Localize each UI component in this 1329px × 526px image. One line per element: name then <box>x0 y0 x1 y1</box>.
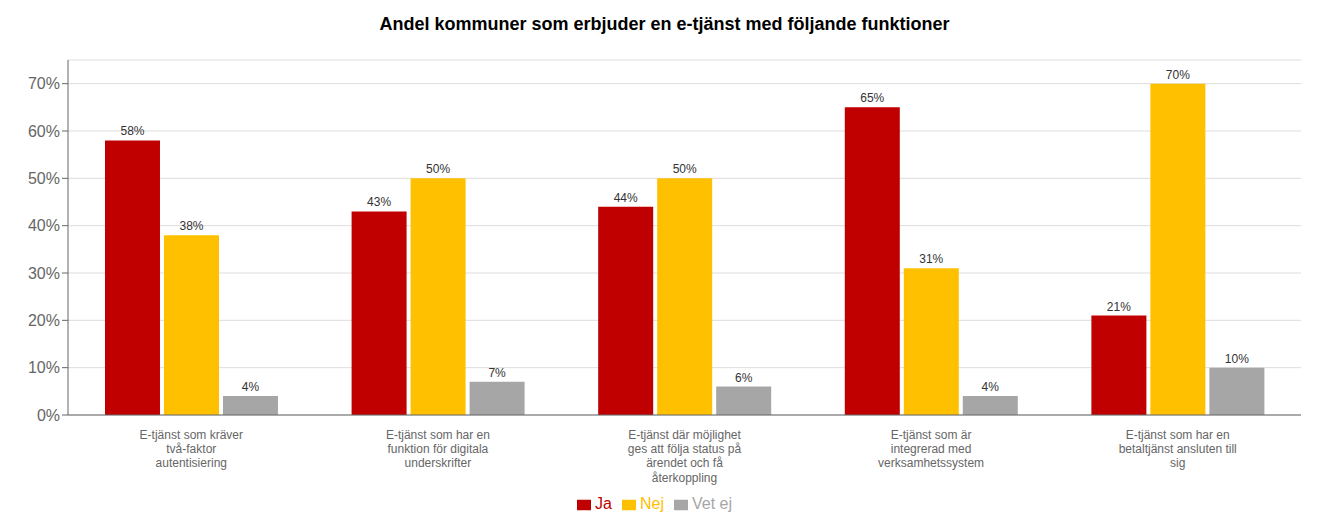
svg-text:10%: 10% <box>1225 352 1249 366</box>
svg-text:50%: 50% <box>426 162 450 176</box>
svg-text:E-tjänst som har enfunktion fö: E-tjänst som har enfunktion för digitala… <box>386 428 490 471</box>
svg-text:50%: 50% <box>28 170 60 187</box>
html-text:Nej: Nej <box>639 495 664 512</box>
svg-text:E-tjänst som har enbetaltjänst: E-tjänst som har enbetaltjänst ansluten … <box>1119 428 1237 471</box>
svg-text:E-tjänst som krävertvå-faktora: E-tjänst som krävertvå-faktorautentisier… <box>140 428 243 471</box>
svg-text:21%: 21% <box>1107 300 1131 314</box>
svg-text:31%: 31% <box>919 252 943 266</box>
svg-text:38%: 38% <box>179 219 203 233</box>
html-text:Vet ej: Vet ej <box>691 495 732 512</box>
svg-text:7%: 7% <box>488 366 506 380</box>
svg-text:30%: 30% <box>28 265 60 282</box>
svg-text:4%: 4% <box>982 380 1000 394</box>
svg-text:43%: 43% <box>367 195 391 209</box>
svg-text:6%: 6% <box>735 371 753 385</box>
svg-text:4%: 4% <box>242 380 260 394</box>
html-text:Andel kommuner som erbjuder en: Andel kommuner som erbjuder en e-tjänst … <box>379 14 950 34</box>
svg-text:60%: 60% <box>28 123 60 140</box>
svg-text:0%: 0% <box>37 407 60 424</box>
svg-text:65%: 65% <box>860 91 884 105</box>
svg-text:44%: 44% <box>614 191 638 205</box>
svg-text:58%: 58% <box>120 124 144 138</box>
svg-text:40%: 40% <box>28 217 60 234</box>
svg-text:20%: 20% <box>28 312 60 329</box>
svg-text:70%: 70% <box>1166 68 1190 82</box>
svg-text:E-tjänst som ärintegrerad medv: E-tjänst som ärintegrerad medverksamhets… <box>878 428 984 471</box>
svg-text:50%: 50% <box>673 162 697 176</box>
svg-text:70%: 70% <box>28 75 60 92</box>
html-text:Ja: Ja <box>595 495 612 512</box>
svg-text:10%: 10% <box>28 359 60 376</box>
svg-text:E-tjänst där möjlighetges att: E-tjänst där möjlighetges att följa stat… <box>628 428 742 485</box>
